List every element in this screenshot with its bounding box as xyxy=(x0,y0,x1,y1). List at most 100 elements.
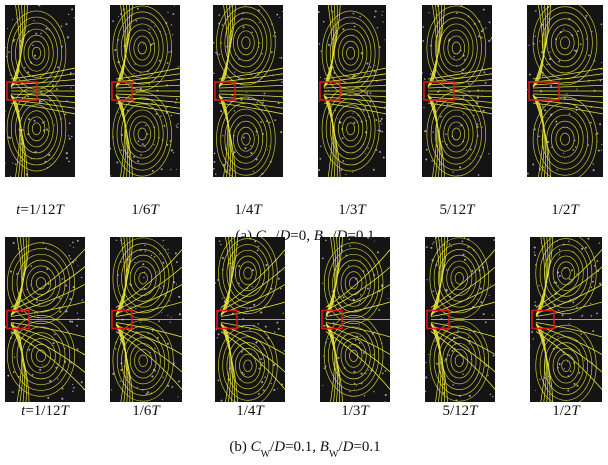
particle xyxy=(264,376,267,379)
particle xyxy=(347,265,350,267)
particle xyxy=(592,169,595,172)
streamline xyxy=(325,237,343,316)
particle xyxy=(280,56,283,59)
particle xyxy=(562,28,565,30)
particle xyxy=(574,146,577,148)
vortex-line xyxy=(546,114,584,164)
particle xyxy=(61,278,64,280)
particle xyxy=(75,259,77,262)
particle xyxy=(27,71,30,74)
caption-part: / xyxy=(270,439,275,455)
vortex-line xyxy=(555,30,575,56)
particle xyxy=(31,373,34,376)
body-outline xyxy=(423,81,455,101)
label-part: =1/12 xyxy=(25,403,60,419)
streamline xyxy=(532,5,551,88)
particle xyxy=(117,274,119,276)
vortex-line xyxy=(138,354,148,367)
particle xyxy=(355,385,358,387)
particle xyxy=(235,400,237,402)
particle xyxy=(463,113,465,115)
particle xyxy=(548,394,550,396)
flow-panel xyxy=(213,5,283,177)
particle xyxy=(33,20,35,22)
vortex-line xyxy=(561,267,571,280)
particle xyxy=(252,170,255,173)
vortex-line xyxy=(31,122,42,136)
particle xyxy=(119,380,122,382)
particle xyxy=(129,271,131,273)
particle xyxy=(476,123,479,126)
particle xyxy=(366,62,369,65)
particle xyxy=(12,19,14,21)
particle xyxy=(255,158,258,161)
particle xyxy=(53,333,56,336)
particle xyxy=(9,74,12,76)
particle xyxy=(473,114,475,117)
particle xyxy=(384,39,386,41)
particle xyxy=(121,133,124,136)
particle xyxy=(166,143,169,146)
particle xyxy=(590,121,592,124)
particle xyxy=(601,62,603,64)
particle xyxy=(110,175,112,177)
streamline xyxy=(115,248,182,308)
particle xyxy=(281,81,283,83)
particle xyxy=(489,393,492,396)
vortex-line xyxy=(433,243,485,314)
particle xyxy=(377,130,379,132)
particle xyxy=(168,51,170,53)
vortex-line xyxy=(544,244,588,303)
particle xyxy=(492,395,494,398)
particle xyxy=(66,36,70,39)
particle xyxy=(321,257,324,260)
particle xyxy=(534,389,536,391)
particle xyxy=(588,54,590,57)
particle xyxy=(253,345,256,348)
particle xyxy=(163,124,166,127)
particle xyxy=(467,246,470,248)
particle xyxy=(481,89,483,91)
particle xyxy=(318,100,320,102)
caption-part: =0.1 xyxy=(353,439,380,455)
particle xyxy=(566,360,569,362)
particle xyxy=(433,241,435,244)
particle xyxy=(128,283,131,285)
label-part: 1/2 xyxy=(551,202,570,218)
particle xyxy=(55,88,58,91)
particle xyxy=(14,163,17,165)
vortex-line xyxy=(241,132,251,146)
particle xyxy=(568,113,571,115)
vortex-line xyxy=(340,265,367,301)
particle xyxy=(318,11,320,13)
label-part: 1/4 xyxy=(234,202,254,218)
particle xyxy=(534,10,537,12)
particle xyxy=(476,298,478,301)
vortex-line xyxy=(27,116,46,142)
particle xyxy=(12,371,15,374)
particle xyxy=(378,46,381,48)
particle xyxy=(558,254,561,256)
particle xyxy=(532,338,534,340)
particle xyxy=(366,287,369,290)
vortex-line xyxy=(31,271,51,296)
particle xyxy=(353,370,356,373)
vortex-line xyxy=(544,336,588,395)
caption-part: W xyxy=(329,449,339,460)
particle xyxy=(349,245,351,247)
label-part: 1/3 xyxy=(341,403,360,419)
particle xyxy=(431,243,434,245)
streamline xyxy=(532,99,603,109)
vortex-line xyxy=(325,16,376,90)
particle xyxy=(57,66,59,69)
streamline xyxy=(10,67,75,80)
particle xyxy=(61,387,64,390)
particle xyxy=(251,353,253,355)
label-part: T xyxy=(357,202,367,218)
particle xyxy=(428,12,430,14)
particle xyxy=(480,30,483,33)
vortex-line xyxy=(442,254,477,302)
vortex-line xyxy=(342,116,360,142)
vortex-line xyxy=(26,338,56,374)
particle xyxy=(384,237,386,239)
